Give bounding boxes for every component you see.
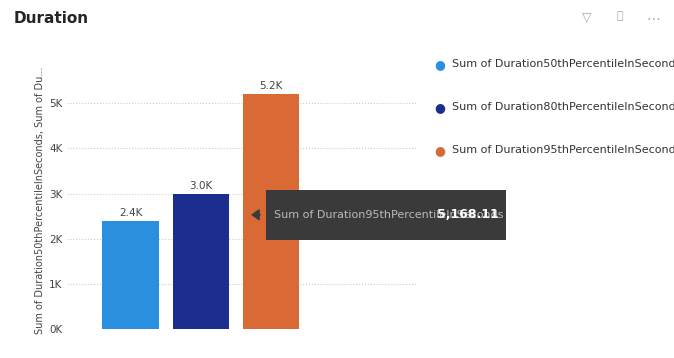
Bar (243, 94, 299, 329)
Text: Sum of Duration95thPercentileInSeconds: Sum of Duration95thPercentileInSeconds (274, 210, 504, 220)
Text: Sum of Duration95thPercentileInSeconds: Sum of Duration95thPercentileInSeconds (452, 145, 674, 155)
Text: ●: ● (435, 144, 446, 157)
Text: ●: ● (435, 58, 446, 71)
Text: ⬜: ⬜ (617, 11, 623, 21)
Text: ●: ● (435, 101, 446, 114)
Y-axis label: Sum of Duration50thPercentileInSeconds, Sum of Du...: Sum of Duration50thPercentileInSeconds, … (35, 67, 45, 334)
Text: Duration: Duration (13, 11, 88, 26)
Text: Sum of Duration80thPercentileInSeconds: Sum of Duration80thPercentileInSeconds (452, 102, 674, 112)
Text: 2.4K: 2.4K (119, 208, 142, 218)
Text: 5,168.11: 5,168.11 (437, 208, 499, 221)
Bar (173, 194, 228, 329)
Text: ▽: ▽ (582, 11, 591, 24)
Text: 5.2K: 5.2K (259, 82, 282, 92)
Text: Sum of Duration50thPercentileInSeconds: Sum of Duration50thPercentileInSeconds (452, 59, 674, 69)
Text: 3.0K: 3.0K (189, 181, 212, 191)
Text: ⋯: ⋯ (647, 11, 661, 25)
Bar (102, 221, 158, 329)
